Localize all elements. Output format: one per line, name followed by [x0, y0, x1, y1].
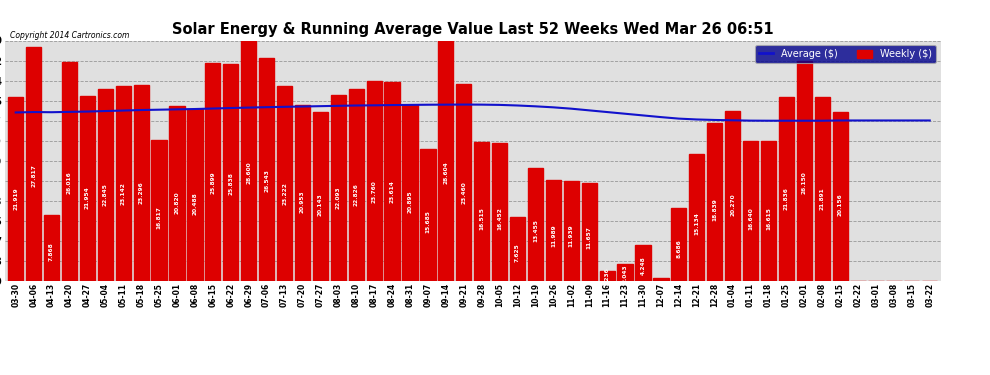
Bar	[44, 215, 59, 281]
Bar	[456, 84, 471, 281]
Legend: Average ($), Weekly ($): Average ($), Weekly ($)	[755, 45, 936, 63]
Text: 26.150: 26.150	[802, 171, 807, 194]
Text: 23.460: 23.460	[461, 181, 466, 204]
Text: Copyright 2014 Cartronics.com: Copyright 2014 Cartronics.com	[10, 30, 130, 39]
Bar	[80, 96, 95, 281]
Bar	[636, 246, 650, 281]
Text: 16.515: 16.515	[479, 207, 484, 230]
Text: 20.488: 20.488	[192, 192, 197, 215]
Bar	[187, 109, 203, 281]
Bar	[510, 217, 525, 281]
Bar	[528, 168, 544, 281]
Text: 1.236: 1.236	[605, 267, 610, 286]
Title: Solar Energy & Running Average Value Last 52 Weeks Wed Mar 26 06:51: Solar Energy & Running Average Value Las…	[172, 21, 773, 36]
Text: 21.954: 21.954	[85, 187, 90, 210]
Bar	[259, 58, 274, 281]
Bar	[439, 40, 453, 281]
Text: 25.838: 25.838	[229, 172, 234, 195]
Bar	[242, 40, 256, 281]
Text: 23.222: 23.222	[282, 182, 287, 205]
Bar	[26, 47, 42, 281]
Text: 23.296: 23.296	[139, 182, 144, 204]
Text: 21.919: 21.919	[13, 187, 18, 210]
Text: 20.270: 20.270	[730, 193, 736, 216]
Bar	[742, 141, 758, 281]
Text: 28.600: 28.600	[247, 162, 251, 184]
Text: 11.989: 11.989	[550, 225, 555, 247]
Bar	[61, 62, 77, 281]
Bar	[205, 63, 221, 281]
Bar	[116, 87, 131, 281]
Bar	[223, 64, 239, 281]
Bar	[563, 181, 579, 281]
Bar	[366, 81, 382, 281]
Bar	[761, 141, 776, 281]
Bar	[689, 154, 704, 281]
Text: 16.452: 16.452	[497, 207, 502, 230]
Text: 4.248: 4.248	[641, 256, 645, 274]
Bar	[134, 85, 148, 281]
Text: 20.143: 20.143	[318, 194, 323, 216]
Text: 15.134: 15.134	[694, 213, 699, 236]
Text: 22.093: 22.093	[336, 186, 341, 209]
Text: 11.939: 11.939	[569, 225, 574, 248]
Text: 11.657: 11.657	[587, 226, 592, 249]
Text: 16.615: 16.615	[766, 207, 771, 230]
Bar	[581, 183, 597, 281]
Bar	[402, 105, 418, 281]
Bar	[331, 95, 346, 281]
Bar	[707, 123, 723, 281]
Bar	[169, 106, 184, 281]
Text: 13.455: 13.455	[533, 219, 538, 242]
Text: 22.845: 22.845	[103, 183, 108, 206]
Text: 23.614: 23.614	[390, 180, 395, 203]
Text: 20.156: 20.156	[838, 194, 842, 216]
Bar	[815, 97, 830, 281]
Bar	[618, 264, 633, 281]
Text: 8.686: 8.686	[676, 239, 681, 258]
Text: 16.640: 16.640	[748, 207, 753, 230]
Bar	[295, 105, 310, 281]
Text: 21.891: 21.891	[820, 187, 825, 210]
Bar	[98, 89, 113, 281]
Text: 20.895: 20.895	[408, 191, 413, 213]
Bar	[492, 143, 507, 281]
Text: 20.820: 20.820	[174, 191, 179, 214]
Text: 7.625: 7.625	[515, 243, 520, 262]
Bar	[474, 142, 489, 281]
Text: 7.868: 7.868	[50, 242, 54, 261]
Text: 26.016: 26.016	[67, 171, 72, 194]
Text: 20.953: 20.953	[300, 190, 305, 213]
Text: 25.899: 25.899	[210, 172, 216, 195]
Bar	[779, 98, 794, 281]
Bar	[151, 140, 166, 281]
Bar	[600, 271, 615, 281]
Text: 21.836: 21.836	[784, 187, 789, 210]
Text: 27.817: 27.817	[31, 165, 36, 188]
Bar	[671, 208, 686, 281]
Text: 2.043: 2.043	[623, 264, 628, 283]
Bar	[421, 149, 436, 281]
Bar	[725, 111, 741, 281]
Bar	[384, 82, 400, 281]
Bar	[348, 89, 364, 281]
Bar	[833, 112, 847, 281]
Text: 26.543: 26.543	[264, 169, 269, 192]
Text: 18.839: 18.839	[712, 198, 717, 221]
Text: 16.817: 16.817	[156, 206, 161, 229]
Text: 22.826: 22.826	[353, 183, 358, 206]
Bar	[545, 180, 561, 281]
Bar	[8, 97, 24, 281]
Text: 28.604: 28.604	[444, 162, 448, 184]
Bar	[277, 86, 292, 281]
Text: 23.142: 23.142	[121, 182, 126, 205]
Bar	[797, 61, 812, 281]
Bar	[313, 112, 328, 281]
Text: 23.760: 23.760	[371, 180, 376, 203]
Bar	[653, 278, 668, 281]
Text: 15.685: 15.685	[426, 210, 431, 233]
